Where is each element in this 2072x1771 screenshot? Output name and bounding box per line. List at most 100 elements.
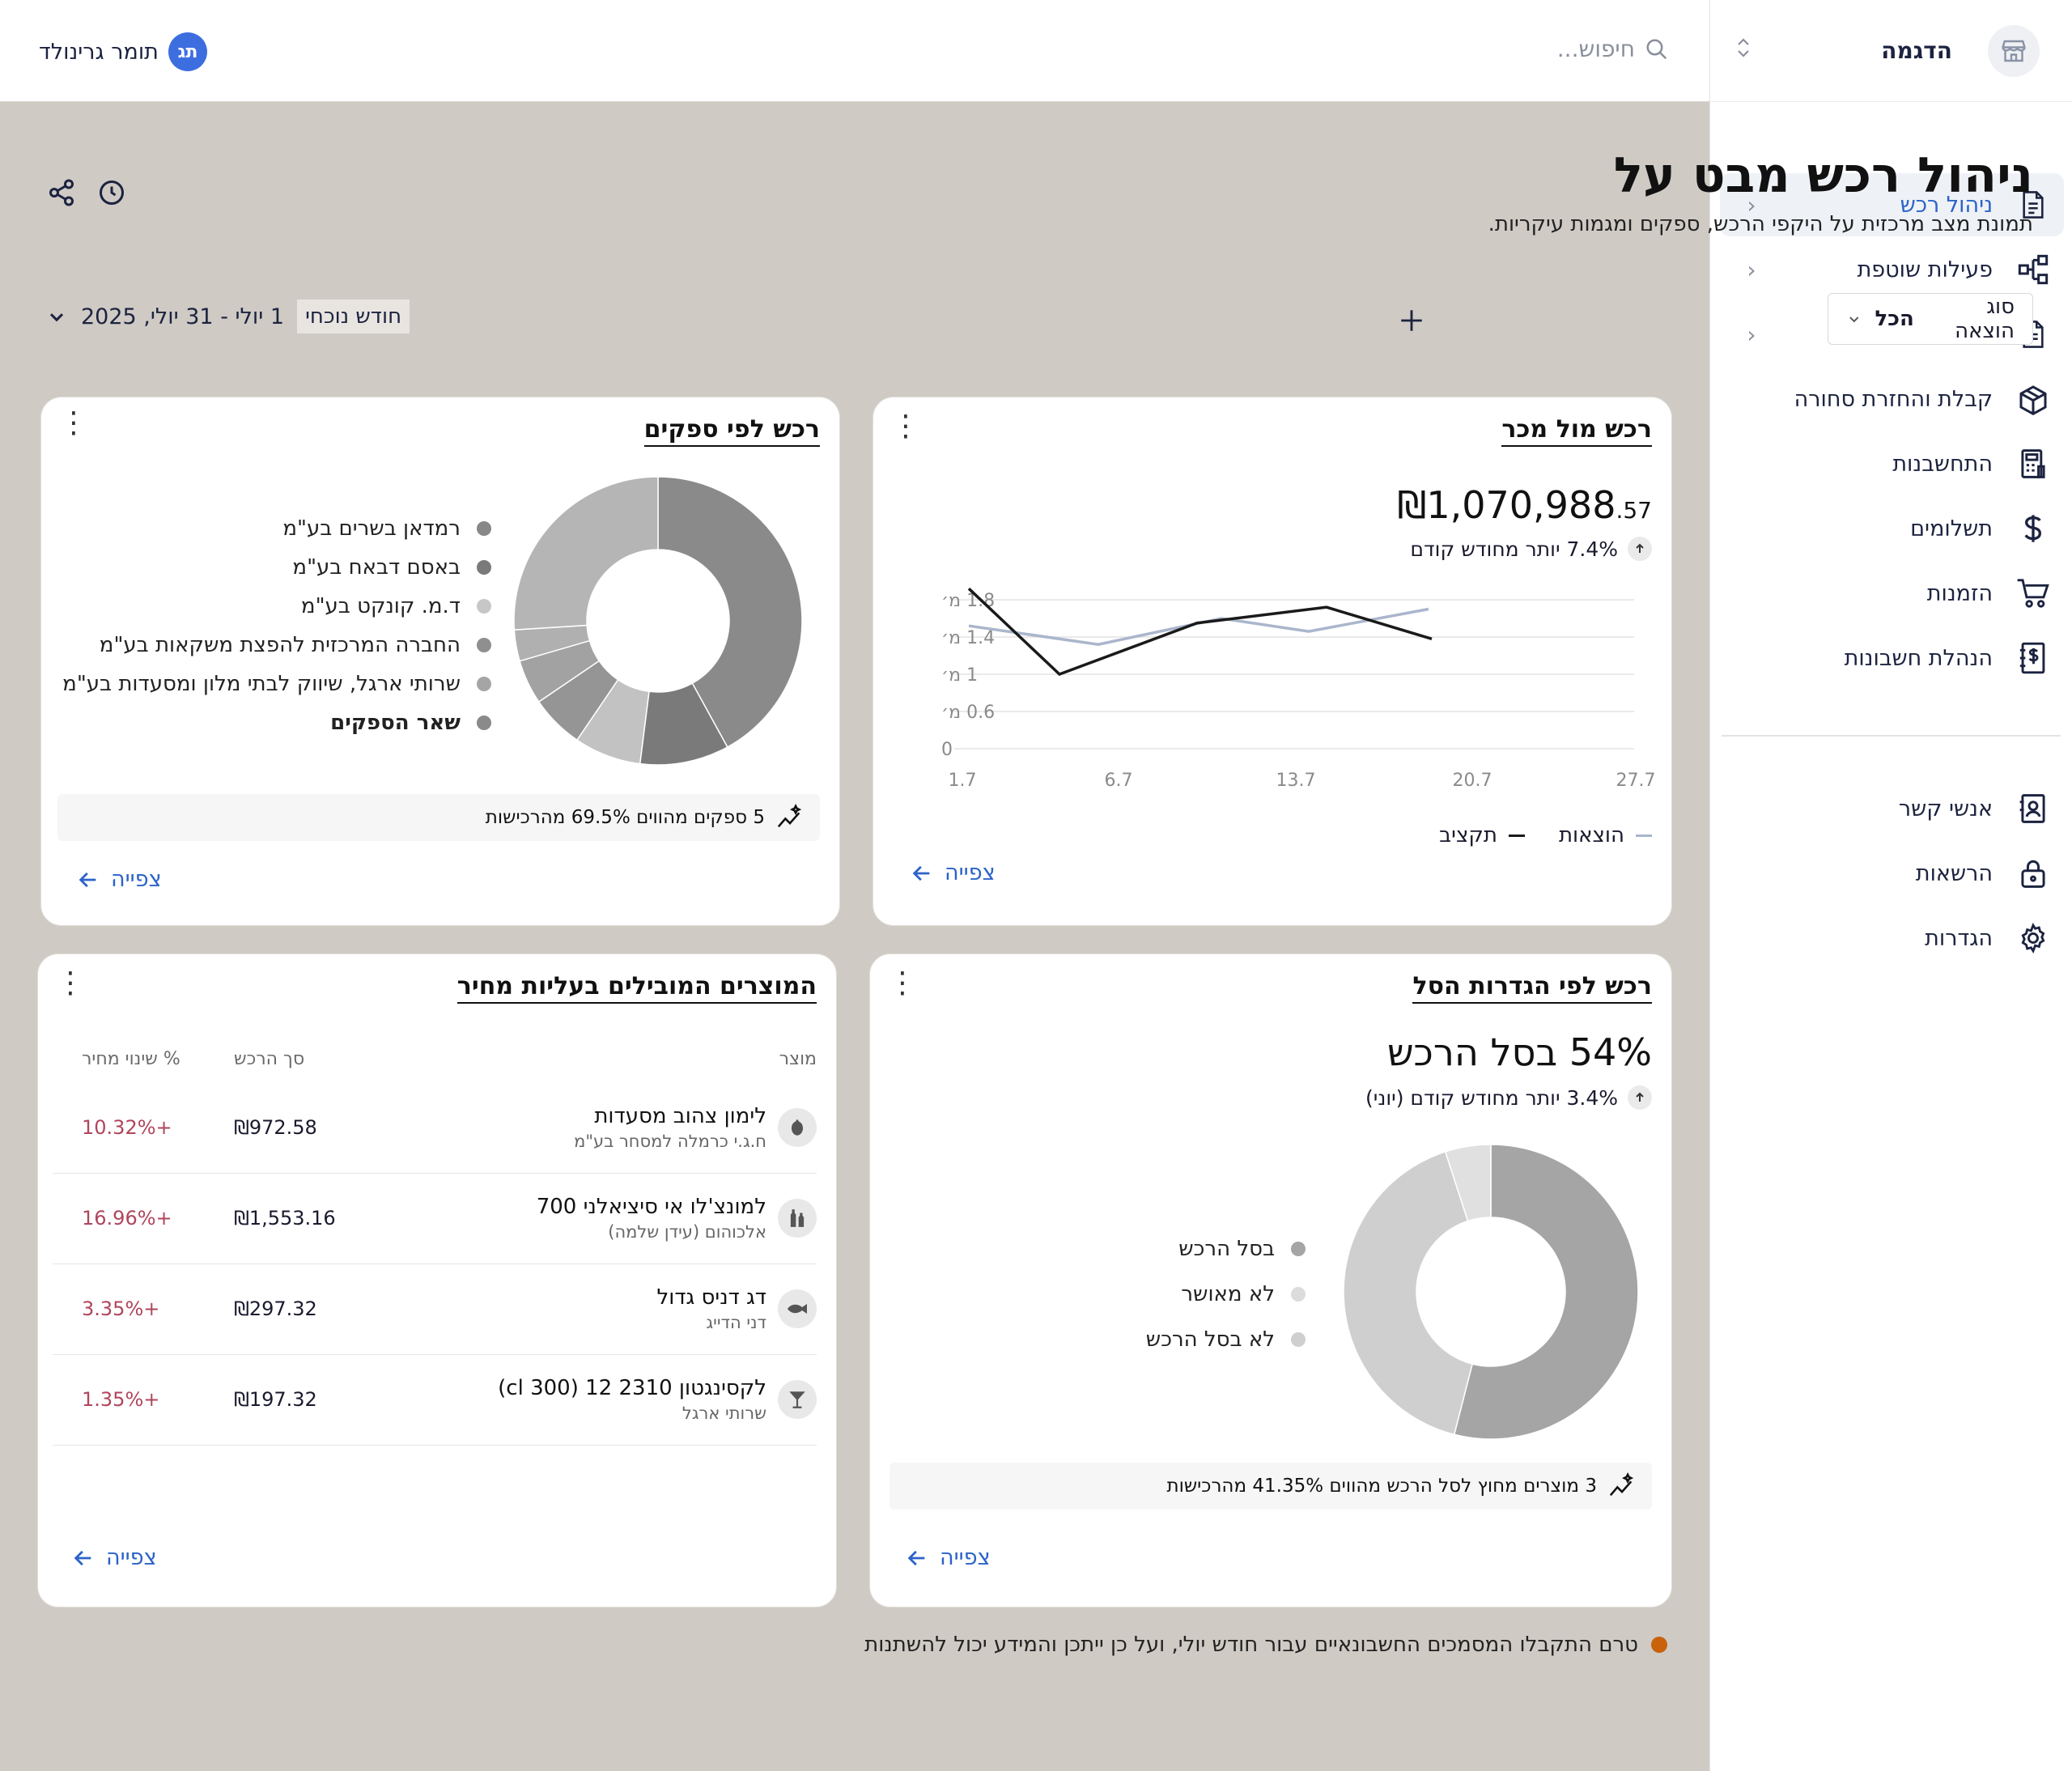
purchase-vs-sales-card: רכש מול מכר ⋮ ₪1,070,988.57 7.4% יותר מח… (873, 397, 1672, 926)
avatar: תג (168, 32, 207, 71)
sparkle-chart-icon (777, 804, 802, 828)
sidebar-item-ongoing[interactable]: פעילות שוטפת ‹ (1720, 238, 2064, 301)
legend-label: לא מאושר (1181, 1282, 1275, 1306)
product-total: ₪297.32 (234, 1297, 317, 1320)
arrow-left-icon (74, 1550, 91, 1565)
sparkle-chart-icon (1609, 1472, 1634, 1497)
legend-item: החברה המרכזית להפצת משקאות בע"מ (62, 626, 491, 665)
legend-item: באסם דבאח בע"מ (62, 548, 491, 587)
legend-line-expenses (1636, 834, 1652, 837)
legend-label: תקציב (1439, 823, 1497, 847)
card-title: רכש לפי ספקים (643, 415, 820, 447)
store-icon (1988, 24, 2040, 77)
product-change: +3.35% (53, 1263, 234, 1355)
sidebar-item-label: הנהלת חשבונות (1844, 645, 1993, 671)
org-name: הדגמה (1881, 37, 1952, 64)
product-change: +10.32% (53, 1082, 234, 1174)
history-icon[interactable] (96, 176, 128, 209)
legend-dot (1291, 1287, 1306, 1302)
search-input[interactable]: חיפוש... (1556, 36, 1635, 62)
donut-slice[interactable] (1444, 1144, 1492, 1222)
more-icon[interactable]: ⋮ (891, 410, 920, 443)
table-row[interactable]: דג דניס גדול דני הדייג ₪297.32 +3.35% (53, 1263, 817, 1355)
sidebar-item-goods-receipt[interactable]: קבלת והחזרת סחורה (1720, 367, 2064, 431)
change-text: 3.4% יותר מחודש קודם (יוני) (1365, 1085, 1618, 1110)
basket-legend: בסל הרכש לא מאושר לא בסל הרכש (1146, 1226, 1306, 1362)
sidebar-item-payments[interactable]: תשלומים (1720, 497, 2064, 560)
table-row[interactable]: לימון צהוב מסעדות ח.ג.י כרמלה למסחר בע"מ … (53, 1082, 817, 1174)
y-tick-label: 0.6 מ׳ (941, 703, 995, 723)
page-title: ניהול רכש מבט על (1613, 147, 2033, 204)
basket-donut-chart (1343, 1144, 1639, 1440)
table-row[interactable]: למונצ'לו אי סיציאלני 700 אלכוהום (עידן של… (53, 1173, 817, 1264)
donut-slice[interactable] (1343, 1150, 1474, 1436)
search-box[interactable]: חיפוש... (1557, 36, 1669, 62)
org-switcher[interactable]: הדגמה (1710, 0, 2072, 102)
suppliers-donut-chart (513, 476, 803, 766)
calculator-icon (2014, 444, 2053, 483)
line-chart: 0 0.6 מ׳ 1 מ׳ 1.4 מ׳ 1.8 מ׳ 1.7 6.7 13.7 20.7 27.… (941, 587, 1656, 791)
legend-item: לא בסל הרכש (1146, 1317, 1306, 1362)
sidebar-item-permissions[interactable]: הרשאות (1720, 842, 2064, 905)
chevron-left-icon: ‹ (1747, 256, 1756, 283)
sidebar-item-settings[interactable]: הגדרות (1720, 907, 2064, 970)
legend-label: החברה המרכזית להפצת משקאות בע"מ (99, 633, 461, 657)
sidebar-item-contacts[interactable]: אנשי קשר (1720, 777, 2064, 840)
donut-slice[interactable] (513, 476, 659, 631)
more-icon[interactable]: ⋮ (56, 966, 85, 1000)
sidebar-nav: ניהול רכש ‹ פעילות שוטפת ‹ מסמכים ‹ קבלת… (1710, 102, 2072, 970)
arrow-left-icon (907, 1550, 925, 1565)
column-header: סך הרכש (234, 1048, 305, 1069)
basket-headline: 54% בסל הרכש (1386, 1030, 1652, 1074)
x-tick-label: 27.7 (1616, 771, 1656, 791)
legend-label: ד.מ. קונקט בע"מ (300, 594, 461, 618)
sidebar-item-label: התחשבנות (1892, 451, 1993, 477)
warning-dot (1651, 1637, 1667, 1653)
arrow-left-icon (79, 872, 96, 887)
product-change: +16.96% (53, 1173, 234, 1264)
chevron-updown-icon[interactable] (1734, 36, 1752, 66)
sidebar-item-settlement[interactable]: התחשבנות (1720, 432, 2064, 495)
change-indicator: 7.4% יותר מחודש קודם (1410, 537, 1652, 561)
date-range-picker[interactable]: חודש נוכחי 1 יולי - 31 יולי, 2025 (45, 299, 410, 333)
share-icon[interactable] (45, 176, 78, 209)
view-link[interactable]: צפייה (72, 1545, 157, 1570)
donut-slice[interactable] (1453, 1144, 1639, 1440)
user-menu[interactable]: תג תומר גרינולד (39, 32, 207, 71)
more-icon[interactable]: ⋮ (59, 406, 88, 440)
insight-text: 5 ספקים מהווים 69.5% מהרכישות (485, 807, 765, 828)
legend-dot (477, 521, 491, 536)
cart-icon (2014, 574, 2053, 613)
table-row[interactable]: לקסינגטון 2310 12 (300 cl) שרותי ארגל ₪19… (53, 1354, 817, 1446)
document-icon (2014, 185, 2053, 224)
legend-line-budget (1508, 834, 1525, 837)
view-link[interactable]: צפייה (911, 860, 996, 886)
lock-icon (2014, 854, 2053, 893)
file-icon (2014, 315, 2053, 354)
date-range-label: 1 יולי - 31 יולי, 2025 (81, 304, 285, 329)
legend-dot (477, 677, 491, 691)
view-link[interactable]: צפייה (906, 1545, 991, 1570)
table-header-row: מוצר סך הרכש % שינוי מחיר (53, 1035, 817, 1082)
add-button[interactable] (1392, 301, 1431, 340)
legend-dot (477, 638, 491, 652)
bottles-icon (778, 1199, 817, 1238)
more-icon[interactable]: ⋮ (888, 966, 917, 1000)
view-link[interactable]: צפייה (77, 867, 162, 892)
y-tick-label: 1.4 מ׳ (941, 628, 995, 648)
sidebar-item-bookkeeping[interactable]: הנהלת חשבונות (1720, 626, 2064, 690)
legend-dot (477, 560, 491, 575)
sidebar-item-procurement[interactable]: ניהול רכש ‹ (1720, 173, 2064, 236)
period-chip: חודש נוכחי (297, 299, 410, 333)
sidebar-item-orders[interactable]: הזמנות (1720, 562, 2064, 625)
x-tick-label: 6.7 (1105, 771, 1133, 791)
donut-slice[interactable] (657, 476, 803, 749)
expense-type-value: הכל (1875, 307, 1914, 331)
expense-type-select[interactable]: סוג הוצאה הכל (1828, 293, 2033, 345)
sidebar-item-label: ניהול רכש (1900, 192, 1993, 218)
card-title: רכש לפי הגדרות הסל (1412, 972, 1652, 1004)
lemon-icon (778, 1107, 817, 1147)
product-supplier: ח.ג.י כרמלה למסחר בע"מ (574, 1131, 766, 1151)
x-tick-label: 20.7 (1453, 771, 1492, 791)
product-supplier: דני הדייג (706, 1313, 766, 1332)
